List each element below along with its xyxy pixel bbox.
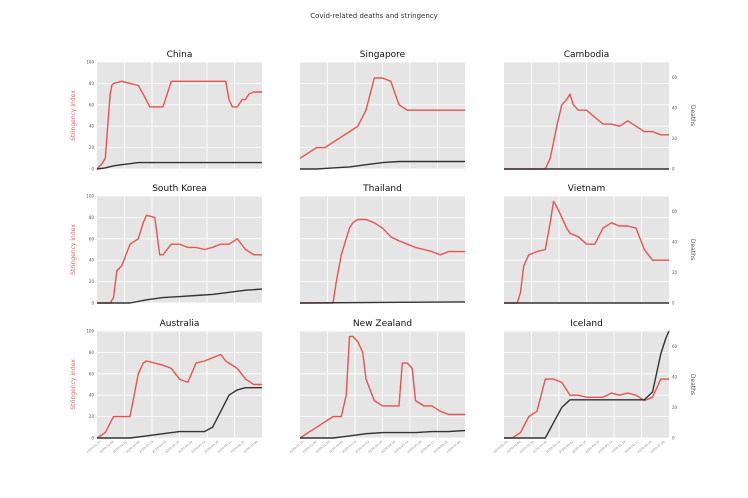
panel-title: Iceland bbox=[570, 319, 603, 329]
panel-vietnam: 0 20 40 60 Deaths Vietnam bbox=[504, 184, 696, 306]
left-tick-label: 0 bbox=[91, 301, 94, 306]
right-axis-label: Deaths bbox=[689, 374, 696, 395]
panel-china: 0 20 40 60 80 100 Stringency index China bbox=[70, 50, 262, 172]
figure-suptitle: Covid-related deaths and stringency bbox=[310, 12, 438, 20]
stringency-line bbox=[504, 378, 669, 439]
left-axis-label: Stringency index bbox=[70, 90, 77, 141]
left-tick-label: 100 bbox=[86, 194, 94, 199]
right-tick-label: 20 bbox=[672, 405, 678, 410]
deaths-line bbox=[300, 160, 465, 170]
panel-title: New Zealand bbox=[353, 319, 412, 329]
x-tick-label: 2020-07-09 bbox=[243, 440, 259, 454]
panel-new-zealand: New Zealand2020-01-232020-02-062020-02-2… bbox=[289, 319, 466, 454]
left-tick-label: 0 bbox=[91, 436, 94, 441]
stringency-line bbox=[97, 214, 262, 304]
x-tick-label: 2020-07-09 bbox=[446, 440, 462, 454]
left-tick-label: 20 bbox=[89, 279, 95, 284]
stringency-line bbox=[299, 335, 465, 439]
right-tick-label: 40 bbox=[672, 239, 678, 244]
chart-panels: 0 20 40 60 80 100 Stringency index China Singapo… bbox=[70, 50, 696, 454]
left-tick-label: 60 bbox=[89, 236, 95, 241]
right-tick-label: 20 bbox=[672, 136, 678, 141]
right-tick-label: 40 bbox=[672, 105, 678, 110]
right-tick-label: 20 bbox=[672, 270, 678, 275]
deaths-line bbox=[299, 301, 466, 304]
panel-title: Thailand bbox=[362, 184, 402, 194]
left-tick-label: 40 bbox=[89, 393, 95, 398]
right-tick-label: 0 bbox=[672, 301, 675, 306]
left-tick-label: 80 bbox=[89, 81, 95, 86]
deaths-line bbox=[97, 288, 263, 304]
right-axis-label: Deaths bbox=[689, 105, 696, 126]
stringency-line bbox=[504, 93, 669, 170]
right-axis-label: Deaths bbox=[689, 239, 696, 260]
left-axis-label: Stringency index bbox=[70, 224, 77, 275]
left-tick-label: 60 bbox=[89, 371, 95, 376]
right-tick-label: 60 bbox=[672, 344, 678, 349]
right-tick-label: 40 bbox=[672, 374, 678, 379]
left-tick-label: 100 bbox=[86, 60, 94, 65]
stringency-line bbox=[300, 218, 465, 304]
x-tick-label: 2020-07-09 bbox=[650, 440, 666, 454]
left-tick-label: 60 bbox=[89, 102, 95, 107]
right-tick-label: 60 bbox=[672, 75, 678, 80]
stringency-line bbox=[96, 353, 262, 439]
left-tick-label: 20 bbox=[89, 145, 95, 150]
panel-title: Singapore bbox=[360, 50, 406, 60]
right-tick-label: 60 bbox=[672, 209, 678, 214]
panel-thailand: Thailand bbox=[299, 184, 466, 304]
panel-australia: 0 20 40 60 80 100 Stringency index Australia 202… bbox=[70, 319, 262, 454]
panel-iceland: 0204060DeathsIceland2020-01-232020-02-06… bbox=[493, 319, 696, 454]
stringency-line bbox=[299, 77, 465, 159]
left-tick-label: 40 bbox=[89, 258, 95, 263]
panel-south-korea: 0 20 40 60 80 100 Stringency index South Korea bbox=[70, 184, 263, 306]
panel-cambodia: 0 20 40 60 Deaths Cambodia bbox=[504, 50, 696, 172]
left-tick-label: 0 bbox=[91, 167, 94, 172]
stringency-line bbox=[504, 200, 669, 304]
panel-title: Australia bbox=[160, 319, 200, 329]
panel-title: Cambodia bbox=[564, 50, 610, 60]
panel-title: China bbox=[167, 50, 193, 60]
panel-title: Vietnam bbox=[568, 184, 606, 194]
deaths-line bbox=[504, 330, 670, 439]
stringency-line bbox=[96, 80, 262, 170]
left-axis-label: Stringency index bbox=[70, 359, 77, 410]
right-tick-label: 0 bbox=[672, 436, 675, 441]
right-tick-label: 0 bbox=[672, 167, 675, 172]
deaths-line bbox=[96, 161, 262, 170]
deaths-line bbox=[300, 429, 466, 439]
left-tick-label: 40 bbox=[89, 124, 95, 129]
left-tick-label: 80 bbox=[89, 350, 95, 355]
panel-title: South Korea bbox=[152, 184, 207, 194]
deaths-line bbox=[97, 387, 262, 439]
left-tick-label: 20 bbox=[89, 414, 95, 419]
left-tick-label: 100 bbox=[86, 329, 94, 334]
panel-singapore: Singapore bbox=[299, 50, 465, 170]
left-tick-label: 80 bbox=[89, 215, 95, 220]
